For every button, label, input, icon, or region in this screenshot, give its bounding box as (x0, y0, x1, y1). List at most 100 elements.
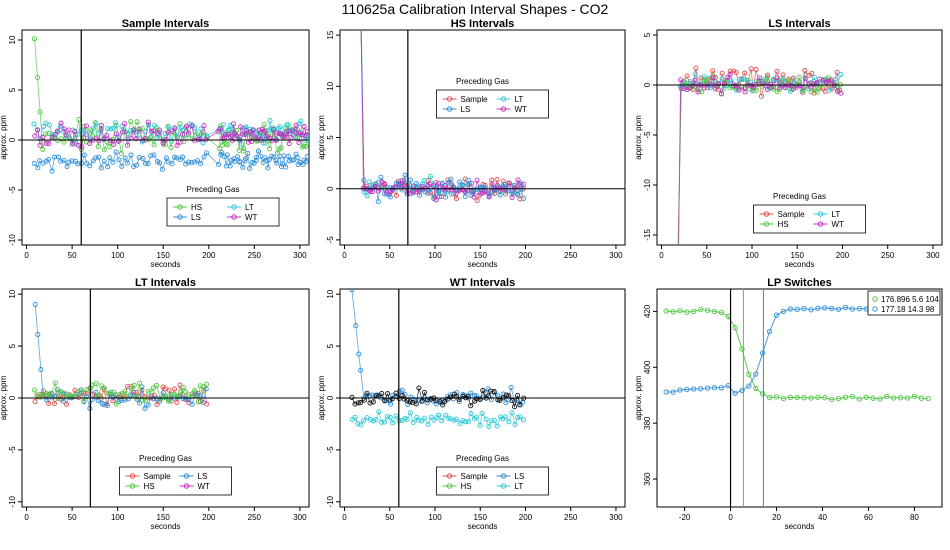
data-point (404, 416, 410, 423)
data-point (801, 395, 807, 401)
data-point (390, 420, 396, 426)
data-point (877, 396, 883, 402)
data-point (216, 161, 222, 168)
data-point (453, 190, 459, 196)
data-point (286, 153, 292, 159)
panel-title: HS Intervals (451, 18, 515, 30)
data-point (826, 87, 832, 94)
data-point (410, 419, 416, 426)
data-point (456, 396, 462, 403)
data-point (393, 192, 399, 198)
data-point (232, 158, 238, 165)
x-tick-label: 300 (926, 251, 940, 260)
x-tick-label: 300 (293, 513, 307, 522)
data-point (787, 306, 793, 312)
legend-marker (446, 96, 453, 102)
data-point (110, 159, 116, 165)
data-point (474, 186, 480, 192)
data-point (72, 129, 78, 135)
legend-marker (500, 106, 507, 112)
data-point (124, 394, 130, 400)
data-point (195, 399, 201, 405)
data-point (353, 323, 359, 329)
data-point (815, 394, 821, 400)
data-point (304, 138, 309, 144)
data-point (369, 189, 375, 195)
data-point (139, 126, 145, 132)
data-point (704, 81, 710, 87)
data-point (856, 305, 862, 312)
data-point (450, 184, 456, 190)
legend-marker (129, 473, 136, 479)
plot-frame (21, 29, 310, 246)
data-point (95, 398, 101, 404)
data-point (739, 346, 745, 352)
data-point (370, 418, 376, 424)
y-tick-label: 420 (643, 304, 652, 318)
x-tick-label: 50 (68, 513, 77, 522)
data-point (356, 351, 362, 357)
data-point (262, 140, 269, 146)
data-point (238, 141, 245, 147)
data-point (780, 308, 787, 315)
panel-title: Sample Intervals (122, 18, 209, 30)
legend-label: LS (515, 472, 525, 481)
data-point (835, 306, 842, 312)
y-tick-label: -10 (8, 495, 17, 507)
x-tick-label: 150 (157, 513, 171, 522)
data-point (122, 388, 128, 394)
data-point (111, 141, 117, 148)
legend-marker (183, 483, 190, 489)
legend-marker (500, 473, 507, 479)
legend-label: LT (245, 203, 254, 212)
data-point (479, 410, 485, 416)
x-tick-label: 60 (864, 513, 873, 522)
data-point (424, 400, 430, 406)
data-point (238, 124, 244, 130)
data-point (517, 181, 523, 187)
chart-panel: Sample Intervals 0 50 100 150 200 250 300 -10 -5 0… (0, 18, 310, 269)
data-point (281, 153, 287, 159)
data-point (384, 414, 390, 420)
data-point (494, 177, 500, 183)
data-point (122, 155, 128, 161)
y-tick-label: 0 (8, 137, 17, 142)
legend-box (867, 290, 941, 316)
data-point (760, 391, 766, 397)
data-point (433, 197, 439, 203)
y-tick-label: 0 (326, 186, 335, 191)
series-line (678, 73, 842, 245)
data-point (712, 86, 718, 92)
data-point (693, 65, 699, 71)
legend-marker (129, 483, 136, 489)
data-point (180, 131, 186, 137)
data-point (113, 131, 119, 137)
data-point (180, 154, 186, 160)
data-point (704, 385, 711, 391)
data-point (385, 391, 391, 397)
data-point (465, 419, 471, 425)
data-point (691, 308, 697, 315)
data-point (468, 411, 474, 417)
data-point (168, 392, 174, 398)
data-point (758, 93, 764, 99)
legend-label: WT (832, 220, 845, 229)
data-point (802, 68, 808, 74)
legend-label: HS (144, 482, 155, 491)
data-point (140, 156, 146, 162)
data-point (407, 410, 413, 416)
x-tick-label: 100 (745, 251, 759, 260)
data-point (136, 380, 143, 386)
data-point (280, 134, 286, 140)
data-point (828, 77, 834, 83)
data-point (358, 367, 364, 373)
data-point (349, 289, 355, 293)
plot-area (657, 65, 942, 245)
data-point (698, 306, 704, 313)
data-point (732, 390, 738, 397)
data-point (448, 176, 454, 182)
x-axis-label: seconds (151, 522, 181, 531)
legend-marker (817, 211, 824, 217)
data-point (145, 160, 151, 166)
data-point (724, 75, 730, 81)
